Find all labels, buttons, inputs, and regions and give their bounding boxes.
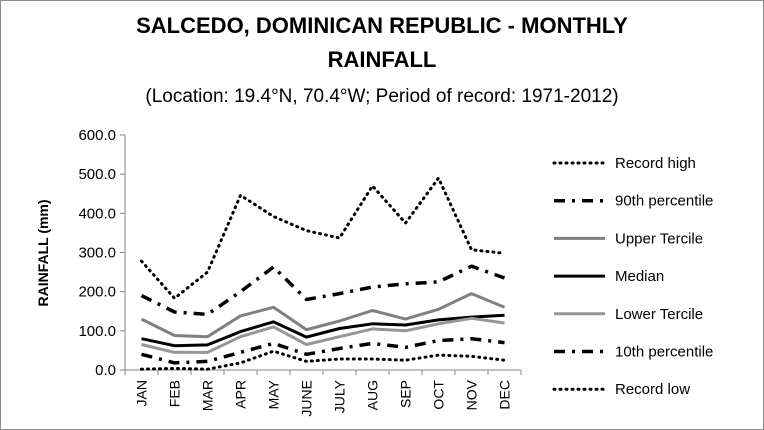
axes: 0.0 100.0 200.0 300.0 400.0 500.0 600.0 JAN FEB M… (78, 127, 522, 417)
y-tick-label: 400.0 (78, 205, 116, 222)
series-line-record-high (140, 176, 506, 300)
legend-label: Median (615, 268, 664, 285)
chart-title-line1: SALCEDO, DOMINICAN REPUBLIC - MONTHLY (136, 13, 628, 38)
y-tick-label: 200.0 (78, 284, 116, 301)
x-tick-label: JAN (134, 380, 150, 406)
series-line-10th-percentile (141, 336, 505, 365)
y-tick-label: 500.0 (78, 166, 116, 183)
series-layer (140, 176, 506, 371)
x-tick-label: AUG (365, 380, 381, 410)
legend-label: 90th percentile (615, 193, 713, 210)
legend-label: Upper Tercile (615, 230, 703, 247)
chart-title-line2: RAINFALL (328, 47, 437, 72)
legend-label: 10th percentile (615, 344, 713, 361)
y-tick-label: 300.0 (78, 245, 116, 262)
chart-subtitle: (Location: 19.4°N, 70.4°W; Period of rec… (145, 86, 618, 107)
series-line-upper-tercile (140, 292, 506, 339)
x-tick-label: DEC (497, 380, 513, 410)
x-tick-label: NOV (464, 379, 480, 410)
y-tick-label: 100.0 (78, 323, 116, 340)
series-line-lower-tercile (141, 316, 505, 354)
series-line-record-low (140, 349, 506, 371)
x-tick-label: FEB (167, 380, 183, 407)
y-tick-label: 0.0 (95, 362, 116, 379)
x-tick-label: OCT (431, 380, 447, 410)
x-tick-label: MAR (200, 380, 216, 411)
x-tick-label: MAY (266, 379, 282, 409)
legend-label: Lower Tercile (615, 306, 703, 323)
series-line-median (141, 313, 505, 348)
y-tick-label: 600.0 (78, 127, 116, 144)
legend-label: Record high (615, 155, 696, 172)
legend-label: Record low (615, 381, 690, 398)
x-tick-label: JUNE (299, 380, 315, 417)
x-tick-label: SEP (398, 380, 414, 408)
x-tick-label: JULY (332, 379, 348, 413)
x-tick-label: APR (233, 380, 249, 409)
legend: Record high 90th percentile Upper Tercile M… (552, 155, 713, 398)
y-axis-label: RAINFALL (mm) (35, 199, 51, 306)
series-line-90th-percentile (140, 264, 506, 317)
